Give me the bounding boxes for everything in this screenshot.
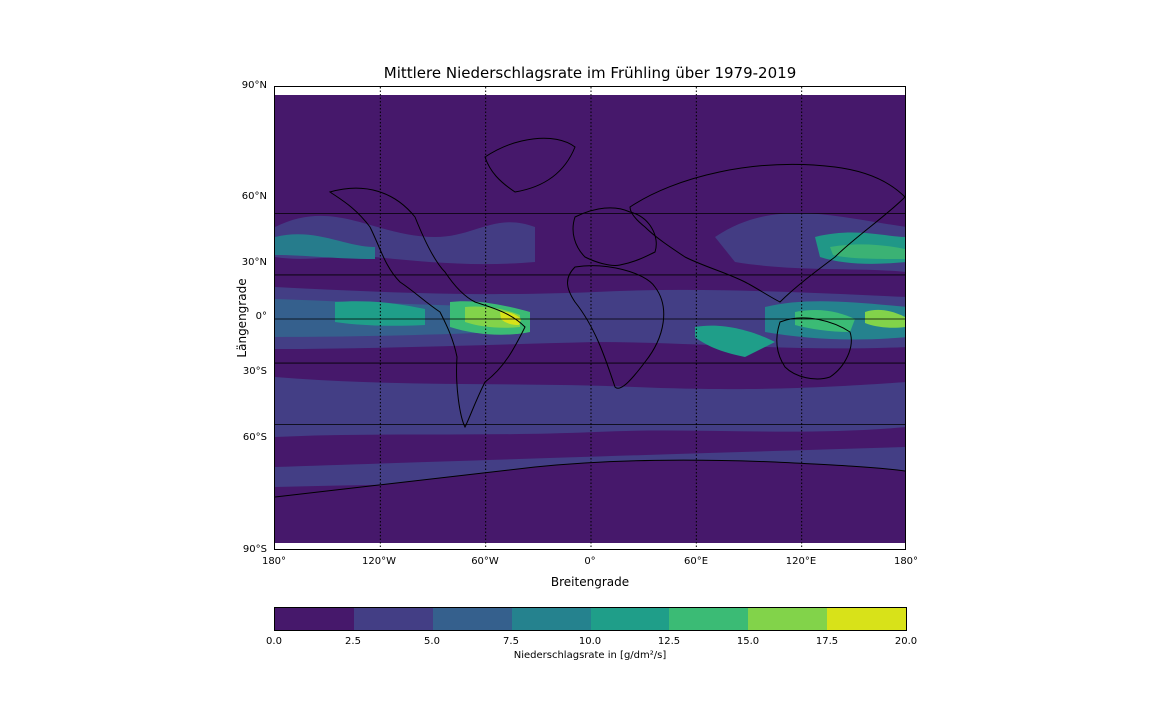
graticule: [275, 87, 905, 549]
colorbar-tick: 2.5: [345, 636, 361, 647]
lat-tick-90s: 90°S: [242, 544, 267, 555]
colorbar-tick: 17.5: [815, 636, 839, 647]
precipitation-map: [274, 86, 906, 550]
colorbar-segment: [432, 608, 512, 630]
lon-tick-120e: 120°E: [785, 556, 817, 567]
lat-tick-60s: 60°S: [242, 432, 267, 443]
lat-tick-60n: 60°N: [241, 191, 267, 202]
coastlines: [275, 137, 905, 498]
colorbar-segment: [275, 608, 354, 630]
colorbar-segment: [590, 608, 670, 630]
lon-tick-180e: 180°: [893, 556, 919, 567]
antarctica-field: [275, 460, 905, 543]
x-axis-label: Breitengrade: [550, 575, 630, 589]
y-axis-label: Längengrade: [235, 278, 249, 358]
lon-tick-120w: 120°W: [362, 556, 396, 567]
map-canvas: [275, 87, 905, 549]
lat-tick-0: 0°: [255, 311, 267, 322]
colorbar-tick: 15.0: [736, 636, 760, 647]
colorbar: [274, 607, 907, 631]
lon-tick-60e: 60°E: [683, 556, 709, 567]
colorbar-tick: 5.0: [424, 636, 440, 647]
colorbar-tick: 12.5: [657, 636, 681, 647]
lat-tick-30s: 30°S: [242, 366, 267, 377]
colorbar-tick: 7.5: [503, 636, 519, 647]
chart-title: Mittlere Niederschlagsrate im Frühling ü…: [383, 64, 797, 82]
colorbar-tick: 20.0: [894, 636, 918, 647]
lat-tick-90n: 90°N: [241, 80, 267, 91]
colorbar-segment: [353, 608, 433, 630]
colorbar-tick: 10.0: [578, 636, 602, 647]
lon-tick-0: 0°: [584, 556, 596, 567]
colorbar-segment: [669, 608, 749, 630]
lat-tick-30n: 30°N: [241, 257, 267, 268]
lon-tick-180w: 180°: [261, 556, 287, 567]
lon-tick-60w: 60°W: [471, 556, 499, 567]
colorbar-segment: [827, 608, 906, 630]
colorbar-segment: [748, 608, 828, 630]
colorbar-segment: [511, 608, 591, 630]
colorbar-tick: 0.0: [266, 636, 282, 647]
precip-field-midlat-north: [275, 213, 905, 272]
colorbar-label: Niederschlagsrate in [g/dm²/s]: [513, 650, 667, 661]
